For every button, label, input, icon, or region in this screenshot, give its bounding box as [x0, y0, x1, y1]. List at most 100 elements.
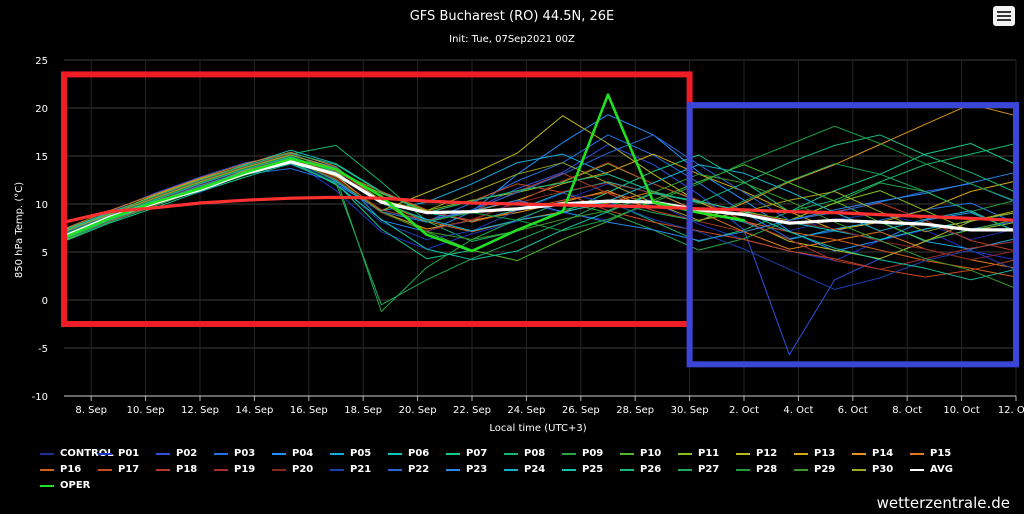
legend-item-p01[interactable]: P01 [98, 448, 139, 459]
legend-swatch [40, 452, 54, 455]
legend-item-p18[interactable]: P18 [156, 464, 197, 475]
legend-label: P19 [234, 464, 256, 475]
legend-label: OPER [60, 480, 91, 491]
x-tick-label: 14. Sep [235, 405, 273, 416]
legend-label: P11 [698, 448, 720, 459]
legend-label: P02 [176, 448, 198, 459]
y-tick-label: 15 [35, 152, 48, 163]
x-tick-label: 18. Sep [344, 405, 382, 416]
x-tick-label: 22. Sep [453, 405, 491, 416]
legend-swatch [620, 452, 634, 455]
legend-label: P24 [524, 464, 546, 475]
legend-item-p23[interactable]: P23 [446, 464, 487, 475]
legend-swatch [272, 468, 286, 471]
legend-item-p07[interactable]: P07 [446, 448, 487, 459]
legend-item-p15[interactable]: P15 [910, 448, 951, 459]
x-tick-label: 30. Sep [671, 405, 709, 416]
legend-item-p17[interactable]: P17 [98, 464, 139, 475]
legend-item-p27[interactable]: P27 [678, 464, 719, 475]
legend-item-p08[interactable]: P08 [504, 448, 545, 459]
legend-item-oper[interactable]: OPER [40, 480, 90, 491]
legend-swatch [98, 452, 112, 455]
x-tick-label: 10. Oct [943, 405, 979, 416]
highlight-boxes [61, 71, 1019, 368]
x-tick-label: 4. Oct [783, 405, 813, 416]
legend-item-p13[interactable]: P13 [794, 448, 835, 459]
legend-item-p25[interactable]: P25 [562, 464, 603, 475]
legend-item-p05[interactable]: P05 [330, 448, 371, 459]
legend-swatch [794, 468, 808, 471]
legend-swatch [272, 452, 286, 455]
menu-bar-icon [997, 11, 1011, 13]
legend-item-p24[interactable]: P24 [504, 464, 545, 475]
legend-label: P01 [118, 448, 140, 459]
legend-swatch [446, 452, 460, 455]
legend-label: CONTROL [60, 448, 114, 459]
legend-item-p30[interactable]: P30 [852, 464, 893, 475]
series-line-oper [62, 93, 746, 253]
series-line-p26 [63, 134, 1017, 232]
legend-swatch [156, 452, 170, 455]
legend-item-p10[interactable]: P10 [620, 448, 661, 459]
series-line-p19 [63, 153, 1017, 270]
legend-label: P10 [640, 448, 662, 459]
y-axis-label: 850 hPa Temp. (°C) [14, 182, 25, 278]
series-line-p10 [63, 158, 1017, 262]
legend-swatch [736, 468, 750, 471]
chart-menu-button[interactable] [993, 6, 1015, 26]
watermark: wetterzentrale.de [876, 494, 1010, 512]
legend-item-p22[interactable]: P22 [388, 464, 429, 475]
legend-item-p16[interactable]: P16 [40, 464, 81, 475]
highlight-blue-box [686, 102, 1019, 368]
legend-swatch [852, 452, 866, 455]
legend-label: P04 [292, 448, 314, 459]
x-tick-label: 2. Oct [729, 405, 759, 416]
chart-axes: -10 -5 0 5 10 15 20 25 8. Sep 10. Sep 12. Sep 14. S… [32, 56, 1024, 416]
legend-label: P15 [930, 448, 952, 459]
legend-item-p04[interactable]: P04 [272, 448, 313, 459]
y-tick-label: 20 [35, 104, 48, 115]
legend-item-p29[interactable]: P29 [794, 464, 835, 475]
y-tick-label: -5 [38, 344, 48, 355]
legend-label: P18 [176, 464, 198, 475]
y-tick-label: 25 [35, 56, 48, 67]
x-tick-label: 26. Sep [562, 405, 600, 416]
x-axis-label: Local time (UTC+3) [489, 423, 586, 434]
legend-label: P20 [292, 464, 314, 475]
x-tick-label: 10. Sep [127, 405, 165, 416]
x-tick-label: 12. Oct [998, 405, 1024, 416]
x-tick-label: 20. Sep [399, 405, 437, 416]
legend-item-p06[interactable]: P06 [388, 448, 429, 459]
legend-item-avg[interactable]: AVG [910, 464, 953, 475]
legend-item-p20[interactable]: P20 [272, 464, 313, 475]
legend-swatch [562, 452, 576, 455]
legend-label: P29 [814, 464, 836, 475]
legend-item-p11[interactable]: P11 [678, 448, 719, 459]
legend-swatch [388, 468, 402, 471]
legend-label: P30 [872, 464, 894, 475]
legend-label: P25 [582, 464, 604, 475]
legend-swatch [678, 468, 692, 471]
legend-swatch [40, 484, 54, 487]
legend-label: P17 [118, 464, 140, 475]
legend-item-p26[interactable]: P26 [620, 464, 661, 475]
x-tick-label: 16. Sep [290, 405, 328, 416]
series-line-p30 [63, 154, 1017, 233]
legend-item-p14[interactable]: P14 [852, 448, 893, 459]
legend-swatch [504, 468, 518, 471]
legend-item-p28[interactable]: P28 [736, 464, 777, 475]
legend-item-p03[interactable]: P03 [214, 448, 255, 459]
legend-item-p19[interactable]: P19 [214, 464, 255, 475]
legend-item-p09[interactable]: P09 [562, 448, 603, 459]
x-tick-label: 12. Sep [181, 405, 219, 416]
legend-label: P28 [756, 464, 778, 475]
legend-swatch [852, 468, 866, 471]
legend-swatch [214, 452, 228, 455]
legend-item-p21[interactable]: P21 [330, 464, 371, 475]
legend-item-p12[interactable]: P12 [736, 448, 777, 459]
legend-swatch [910, 452, 924, 455]
legend-item-p02[interactable]: P02 [156, 448, 197, 459]
legend-swatch [330, 468, 344, 471]
legend-item-control[interactable]: CONTROL [40, 448, 114, 459]
legend-swatch [330, 452, 344, 455]
